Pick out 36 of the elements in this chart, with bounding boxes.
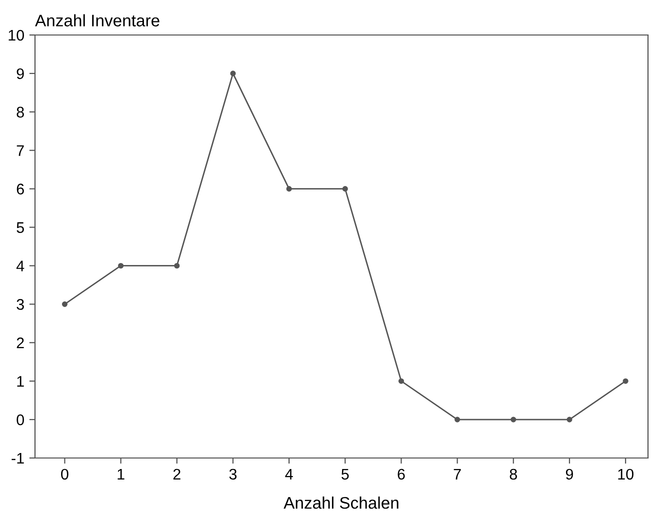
x-tick-label: 2 bbox=[173, 468, 180, 480]
y-tick-label: 3 bbox=[16, 299, 24, 310]
y-tick-label: 8 bbox=[16, 106, 24, 118]
x-tick-label: 4 bbox=[285, 468, 293, 480]
y-tick-label: 5 bbox=[16, 222, 24, 233]
x-tick-label: 8 bbox=[510, 468, 517, 480]
point bbox=[622, 378, 628, 384]
x-tick-label: 7 bbox=[454, 468, 461, 480]
x-tick-label: 5 bbox=[342, 468, 349, 480]
y-tick-label: 1 bbox=[17, 376, 24, 387]
y-tick-label: 9 bbox=[16, 68, 24, 80]
y-tick-label: 4 bbox=[16, 260, 24, 272]
x-tick-label: 10 bbox=[618, 468, 634, 480]
x-tick-label: 6 bbox=[398, 468, 405, 480]
point bbox=[454, 416, 460, 422]
point bbox=[342, 186, 348, 192]
y-tick-label: 6 bbox=[16, 184, 24, 195]
x-tick-label: 1 bbox=[118, 468, 124, 480]
point bbox=[230, 70, 236, 76]
x-tick-label: 3 bbox=[229, 468, 237, 480]
y-tick-label: 10 bbox=[8, 30, 24, 41]
point bbox=[118, 262, 124, 269]
point bbox=[566, 416, 572, 422]
point bbox=[510, 416, 516, 422]
point bbox=[398, 378, 404, 384]
x-axis-title: Anzahl Schalen bbox=[284, 496, 398, 509]
y-axis-title: Anzahl Inventare bbox=[35, 14, 160, 26]
x-tick-label: 9 bbox=[566, 468, 574, 480]
y-tick-label: 7 bbox=[16, 145, 24, 156]
point bbox=[62, 301, 68, 307]
x-tick-label: 0 bbox=[61, 468, 68, 480]
y-tick-label: 2 bbox=[16, 338, 24, 348]
point bbox=[286, 186, 292, 192]
y-tick-label: -1 bbox=[12, 453, 24, 464]
point bbox=[174, 262, 180, 269]
y-tick-label: 0 bbox=[16, 414, 24, 426]
